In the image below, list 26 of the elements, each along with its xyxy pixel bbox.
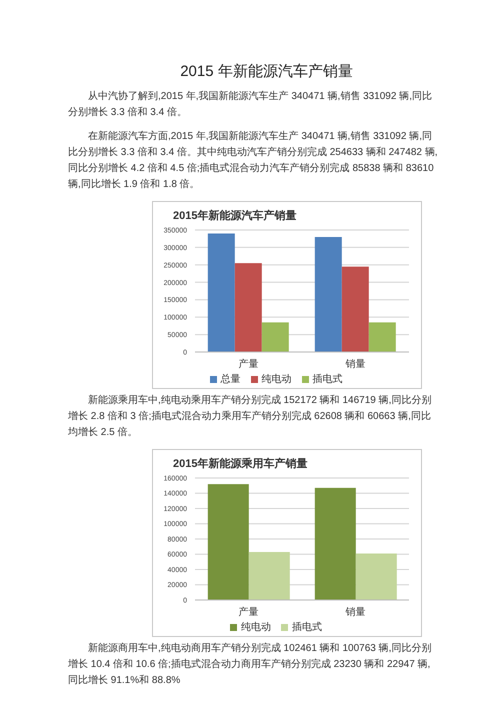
bar [248, 552, 290, 600]
bar [262, 322, 289, 352]
bar [208, 484, 249, 600]
bar [342, 266, 369, 352]
x-tick-label: 销量 [344, 359, 366, 370]
bar [208, 233, 235, 352]
legend-label: 总量 [220, 374, 240, 385]
x-tick-label: 销量 [344, 607, 366, 618]
text: 新能源乘用车中,纯电动乘用车产销分别完成 152172 辆和 146719 辆,同比分别增长 2.8 倍和 3 倍;插电式混合动力乘用车产销分别完成 62608 辆和 60663 辆,同比均增长 2.5 倍。 [68, 394, 432, 440]
legend-label: 纯电动 [262, 374, 292, 385]
chart-title: 2015年新能源汽车产销量 [172, 208, 298, 224]
legend-label: 插电式 [292, 622, 322, 633]
bar [314, 236, 342, 352]
bar [314, 488, 356, 600]
x-tick-label: 产量 [238, 606, 258, 618]
text: 新能源商用车中,纯电动商用车产销分别完成 102461 辆和 100763 辆,同比分别增长 10.4 倍和 10.6 倍;插电式混合动力商用车产销分别完成 23230 辆和 22947 辆,同比增长 91.1%和 88.8% [68, 642, 432, 688]
legend-label: 纯电动 [241, 622, 271, 633]
bar [356, 553, 397, 600]
text: 从中汽协了解到,2015 年,我国新能源汽车生产 340471 辆,销售 331092 辆,同比分别增长 3.3 倍和 3.4 倍。 [68, 90, 433, 120]
legend-label: 插电式 [312, 374, 342, 385]
text: 在新能源汽车方面,2015 年,我国新能源汽车生产 340471 辆,销售 331092 辆,同比分别增长 3.3 倍和 3.4 倍。其中纯电动汽车产销分别完成 254633 辆和 247482 辆,同比分别增长 4.2 倍和 4.5 倍;插电式混合动力汽车产销分别完成 85838 辆和 83610 辆,同比增长 1.9 倍和 1.8 倍。 [68, 130, 439, 192]
bar [368, 322, 396, 352]
chart-title: 2015年新能源乘用车产销量 [172, 456, 308, 472]
bar [234, 263, 262, 352]
x-tick-label: 产量 [238, 358, 258, 370]
text: 2015 年新能源汽车产销量 [179, 62, 354, 81]
